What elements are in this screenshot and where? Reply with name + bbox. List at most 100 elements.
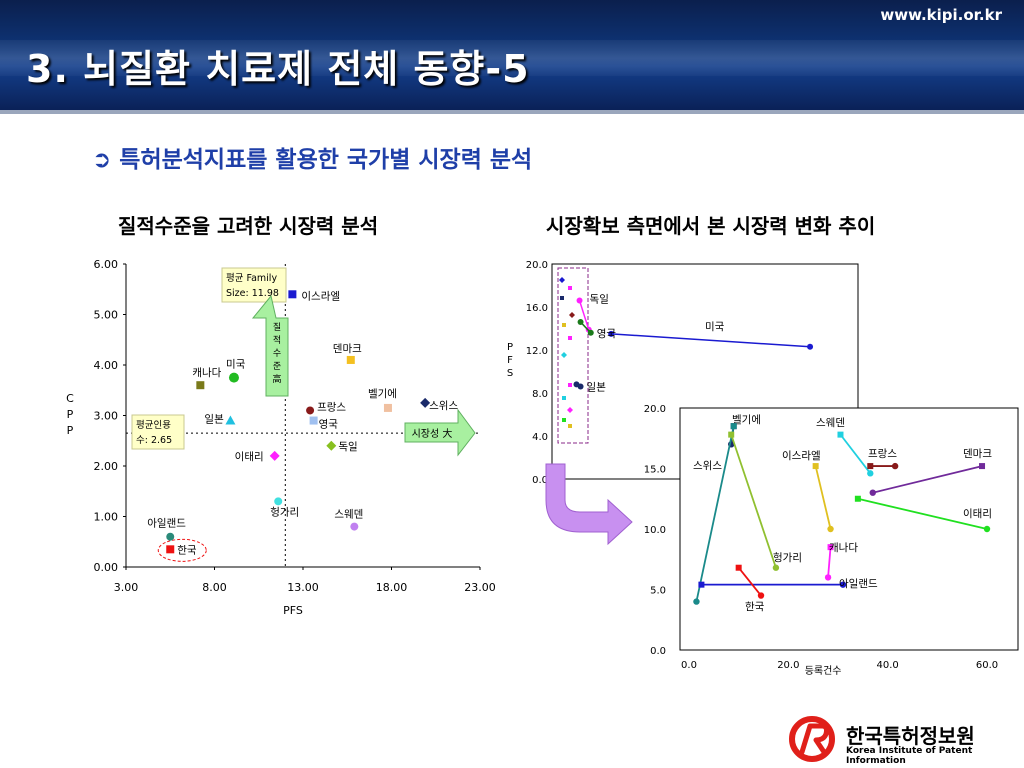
point-일본 [225,415,236,425]
bg-label-japan: 일본 [587,381,607,394]
fg-series-end [891,462,899,470]
fg-series-end [824,574,832,581]
fg-series-start [698,581,705,588]
fg-series-label: 헝가리 [773,552,802,564]
page-title: 3. 뇌질환 치료제 전체 동향-5 [26,47,530,91]
y-tick-label: 4.00 [94,359,119,372]
kipi-logo-icon [789,716,835,762]
right-chart-title: 시장확보 측면에서 본 시장력 변화 추이 [546,214,876,238]
left-chart-title: 질적수준을 고려한 시장력 분석 [118,214,379,238]
bg-y-tick-label: 16.0 [526,303,548,314]
point-헝가리 [274,497,283,506]
fg-y-tick-label: 5.0 [650,586,666,597]
point-한국 [166,545,175,554]
fg-series-label: 스위스 [693,459,722,472]
bg-series-start [576,297,583,304]
fg-x-tick-label: 0.0 [681,660,697,671]
header-divider [0,110,1024,114]
transition-arrow [545,463,633,546]
y-tick-label: 1.00 [94,511,119,524]
y-tick-label: 5.00 [94,309,119,322]
bg-series-line [578,300,590,330]
point-label: 독일 [338,440,357,453]
point-프랑스 [306,406,315,415]
point-덴마크 [346,355,355,364]
bg-label-usa: 미국 [705,321,725,333]
point-이스라엘 [288,290,297,299]
fg-y-tick-label: 0.0 [650,646,666,657]
cluster-point [562,323,566,327]
fg-series-end [757,592,765,599]
site-url[interactable]: www.kipi.or.kr [880,6,1002,24]
point-이태리 [269,450,280,461]
bg-series-start [577,319,584,326]
fg-series-start [735,564,742,571]
fg-series-line [839,434,871,474]
subtitle-text: 특허분석지표를 활용한 국가별 시장력 분석 [119,147,533,173]
fg-series-end [867,470,874,477]
svg-text:수: 수 [273,348,281,359]
fg-series-line [695,425,735,602]
fg-series-line [857,497,988,530]
cluster-highlight [557,267,589,444]
point-벨기에 [383,403,392,412]
bg-y-tick-label: 8.0 [532,389,548,400]
fg-series-end [869,489,876,496]
svg-text:시장성 大: 시장성 大 [412,427,453,440]
fg-y-tick-label: 15.0 [644,465,666,476]
bg-series-line [611,333,811,348]
line-chart-market-trend: 0.04.08.012.016.020.0PFS미국독일영국일본300.0시장력… [507,260,1019,677]
svg-text:적: 적 [273,334,281,346]
point-label: 아일랜드 [147,517,186,530]
point-label: 이태리 [235,451,264,463]
cluster-point [569,312,575,318]
svg-text:Size: 11.98: Size: 11.98 [226,288,279,299]
y-tick-label: 2.00 [94,460,119,473]
fg-series-label: 이스라엘 [782,449,821,462]
fg-series-line [814,465,832,530]
fg-series-label: 덴마크 [963,448,992,460]
fg-series-line [872,465,983,494]
point-label: 한국 [177,544,197,556]
svg-text:평균인용: 평균인용 [136,420,171,431]
x-axis-label: PFS [283,604,303,617]
fg-series-label: 이태리 [963,508,992,520]
fg-y-tick-label: 10.0 [644,525,666,536]
logo-name-en: Korea Institute of Patent Information [846,746,973,766]
cluster-point [559,277,565,283]
svg-text:평균 Family: 평균 Family [226,273,277,284]
x-tick-label: 8.00 [202,581,227,594]
bg-y-axis-label: F [507,355,513,366]
bg-y-tick-label: 20.0 [526,260,548,271]
svg-text:질: 질 [273,321,281,333]
fg-series-end [772,564,780,571]
bg-y-tick-label: 4.0 [532,432,548,443]
fg-series-start [837,431,844,438]
fg-series-start [812,463,819,470]
x-tick-label: 23.00 [464,581,496,594]
y-tick-label: 3.00 [94,410,119,423]
bg-label-germany: 독일 [590,293,609,306]
market-right-arrow: 시장성 大 [404,408,476,457]
logo-name-ko: 한국특허정보원 [846,724,975,748]
bg-y-tick-label: 0.0 [532,475,548,486]
avg-family-note: 평균 Family Size: 11.98 [221,267,287,303]
cluster-point [562,396,566,400]
bg-series-start [608,330,615,337]
fg-x-axis-label: 등록건수 [805,665,842,677]
fg-series-start [730,423,737,430]
korea-highlight [157,538,207,562]
fg-series-end [827,525,834,533]
fg-series-start [728,431,735,438]
point-label: 스웨덴 [334,509,363,521]
point-아일랜드 [166,532,175,541]
kipi-logo [788,716,1008,762]
fg-series-line [730,434,777,569]
header-banner: www.kipi.or.kr 3. 뇌질환 치료제 전체 동향-5 [0,0,1024,110]
svg-text:高: 高 [272,373,281,385]
fg-series-label: 아일랜드 [839,577,878,590]
point-label: 스위스 [429,399,458,412]
bg-label-uk: 영국 [597,328,617,340]
